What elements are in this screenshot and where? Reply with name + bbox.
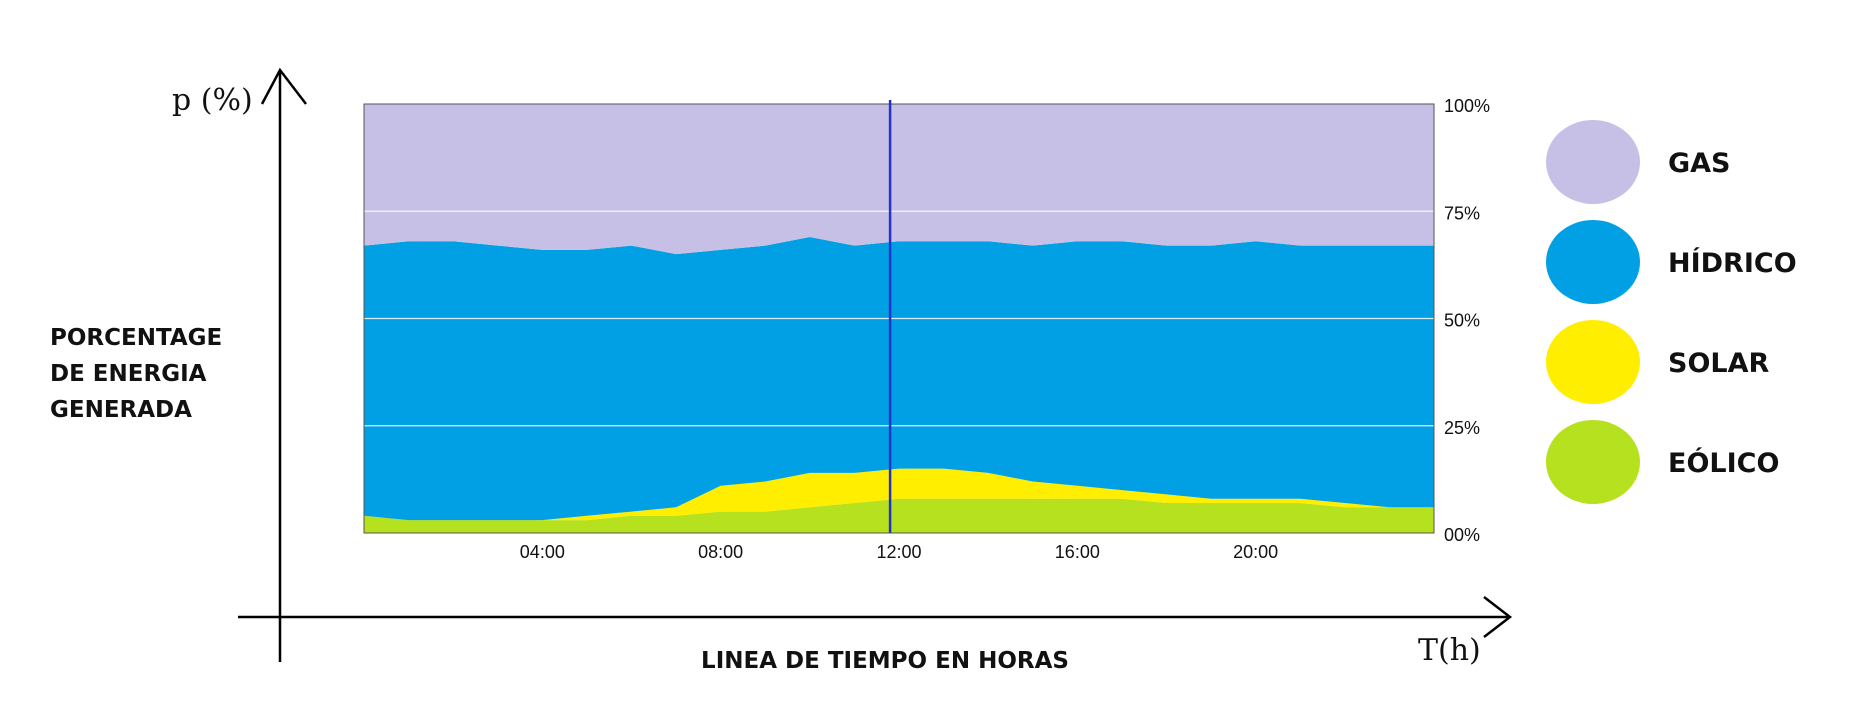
y-tick-label: 50%	[1444, 311, 1480, 331]
x-tick-label: 16:00	[1055, 542, 1100, 562]
y-tick-label: 25%	[1444, 418, 1480, 438]
legend-label-solar: SOLAR	[1668, 348, 1769, 379]
x-axis-short-label: T(h)	[1418, 633, 1481, 668]
y-tick-label: 100%	[1444, 96, 1490, 116]
legend-swatch-eolico	[1546, 420, 1640, 504]
x-tick-label: 12:00	[876, 542, 921, 562]
x-tick-label: 08:00	[698, 542, 743, 562]
x-axis-title: LINEA DE TIEMPO EN HORAS	[701, 648, 1069, 674]
plot-areas	[364, 104, 1434, 533]
area-eolico	[364, 498, 1434, 533]
y-tick-label: 75%	[1444, 203, 1480, 223]
y-axis-title-line: PORCENTAGE	[50, 325, 223, 351]
y-axis-title-line: DE ENERGIA	[50, 361, 207, 387]
y-axis-arrowhead	[260, 67, 307, 105]
legend-swatch-gas	[1546, 120, 1640, 204]
y-tick-labels: 00% 25% 50% 75% 100%	[1444, 96, 1490, 545]
x-tick-label: 20:00	[1233, 542, 1278, 562]
y-tick-label: 00%	[1444, 525, 1480, 545]
legend-swatch-solar	[1546, 320, 1640, 404]
x-axis-arrowhead	[1483, 596, 1513, 638]
area-solar	[364, 468, 1434, 521]
legend-label-eolico: EÓLICO	[1668, 447, 1779, 479]
legend-label-hidrico: HÍDRICO	[1668, 247, 1797, 279]
plot-frame	[363, 103, 1435, 534]
area-gas	[364, 104, 1434, 255]
x-tick-labels: 04:00 08:00 12:00 16:00 20:00	[520, 542, 1278, 562]
y-axis-title: PORCENTAGE DE ENERGIA GENERADA	[50, 320, 222, 428]
y-axis-short-label: p (%)	[172, 83, 253, 118]
legend-label-gas: GAS	[1668, 148, 1731, 179]
area-hidrico	[364, 237, 1434, 521]
y-axis-title-line: GENERADA	[50, 397, 192, 423]
legend: GAS HÍDRICO SOLAR EÓLICO	[1546, 120, 1797, 504]
x-tick-label: 04:00	[520, 542, 565, 562]
plot-grid	[364, 210, 1434, 427]
legend-swatch-hidrico	[1546, 220, 1640, 304]
